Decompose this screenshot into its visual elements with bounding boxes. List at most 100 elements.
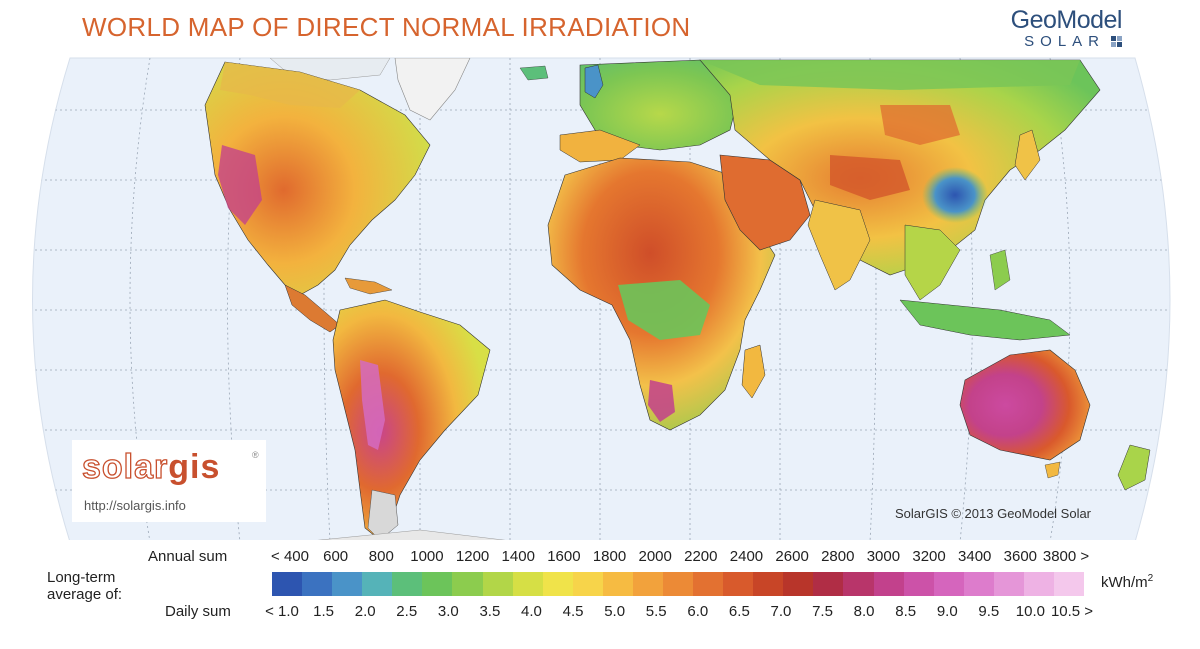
madagascar	[741, 344, 766, 399]
tick-label: 8.5	[895, 603, 917, 620]
australia	[959, 349, 1091, 461]
scale-swatch	[362, 572, 393, 596]
tick-label: 9.5	[978, 603, 1000, 620]
tick-label: 5.5	[645, 603, 667, 620]
scale-swatch	[602, 572, 633, 596]
brand-sub-text: SOLAR	[1024, 33, 1105, 50]
copyright-text: SolarGIS © 2013 GeoModel Solar	[895, 506, 1092, 521]
unit-label: kWh/m2	[1101, 573, 1153, 591]
unit-text: kWh/m	[1101, 574, 1148, 591]
tick-label: 2.0	[354, 603, 376, 620]
andes-hotspot	[360, 360, 385, 450]
british-isles	[584, 64, 604, 99]
southeast-asia	[904, 224, 961, 301]
tick-label: 3200	[912, 548, 946, 565]
scale-swatch	[272, 572, 303, 596]
antarctica-fragment	[299, 529, 521, 542]
world-map	[0, 50, 1200, 545]
iceland	[519, 65, 549, 81]
solargis-logo: solargis	[81, 447, 221, 487]
tick-label: 9.0	[936, 603, 958, 620]
north-america	[204, 61, 431, 296]
scale-swatch	[963, 572, 994, 596]
caribbean	[344, 277, 393, 295]
scale-swatch	[572, 572, 603, 596]
china-low-region	[922, 167, 988, 223]
siberia-north	[700, 60, 1080, 90]
tick-label: 800	[368, 548, 394, 565]
tick-label: 3000	[866, 548, 901, 565]
daily-sum-label: Daily sum	[165, 603, 231, 620]
tick-label: 1200	[455, 548, 490, 565]
greenland	[394, 58, 471, 121]
scale-swatch	[542, 572, 573, 596]
scale-swatch	[512, 572, 543, 596]
solargis-url[interactable]: http://solargis.info	[84, 498, 186, 513]
world-map-canvas	[32, 57, 1171, 543]
tick-label: 1400	[501, 548, 535, 565]
tick-label: 2800	[821, 548, 855, 565]
indonesia	[899, 299, 1071, 341]
scale-swatch	[753, 572, 784, 596]
tick-label: 1600	[547, 548, 581, 565]
tick-label: 10.0	[1015, 603, 1046, 620]
tick-label: 1800	[592, 548, 627, 565]
new-zealand	[1117, 444, 1151, 491]
tick-label: < 400	[271, 548, 309, 565]
tick-label: 2200	[684, 548, 718, 565]
tasmania	[1044, 461, 1061, 479]
tick-label: 5.0	[604, 603, 626, 620]
scale-swatch	[302, 572, 333, 596]
tick-label: 3.0	[437, 603, 459, 620]
scale-swatch	[933, 572, 964, 596]
tick-label: 2.5	[396, 603, 418, 620]
tick-label: 10.5 >	[1050, 603, 1094, 620]
scale-swatch	[903, 572, 934, 596]
central-africa-green	[618, 280, 710, 340]
scale-swatch	[723, 572, 754, 596]
tibet-hotspot	[830, 155, 910, 200]
tick-label: 6.0	[687, 603, 709, 620]
scale-swatch	[783, 572, 814, 596]
brand-name: GeoModel	[1010, 6, 1123, 34]
scale-swatch	[873, 572, 904, 596]
brand-sub: SOLAR	[1011, 33, 1122, 50]
solargis-logo-solar: solar	[81, 447, 169, 486]
tick-label: 600	[323, 548, 349, 565]
brand-squares-icon	[1111, 36, 1122, 47]
scale-swatch	[693, 572, 724, 596]
tick-label: 6.5	[728, 603, 750, 620]
scale-swatch	[332, 572, 363, 596]
north-america-hotspot	[218, 145, 262, 225]
scale-swatch	[452, 572, 483, 596]
tick-label: 8.0	[853, 603, 875, 620]
annual-sum-label: Annual sum	[148, 548, 228, 565]
tick-label: 2400	[729, 548, 764, 565]
central-america	[284, 284, 341, 333]
legend: Annual sum Daily sum Long-term average o…	[0, 540, 1200, 649]
namibia-hotspot	[648, 380, 675, 422]
tick-label: 1000	[410, 548, 444, 565]
tick-label: 3600	[1003, 548, 1038, 565]
geomodel-brand: GeoModel SOLAR	[1010, 6, 1123, 50]
tick-label: 4.5	[562, 603, 584, 620]
scale-swatch	[392, 572, 423, 596]
tick-label: 4.0	[521, 603, 542, 620]
registered-mark: ®	[252, 450, 259, 460]
tick-label: 3400	[958, 548, 992, 565]
scale-swatch	[663, 572, 694, 596]
scale-swatch	[993, 572, 1024, 596]
tick-label: 1.5	[313, 603, 335, 620]
annual-ticks: < 400 600 800 1000 1200 1400 1600 1800 2000 2200 2…	[0, 548, 1200, 568]
tick-label: 3800 >	[1042, 548, 1090, 565]
solargis-logo-gis: gis	[168, 448, 221, 486]
scale-swatch	[813, 572, 844, 596]
mongolia-hotspot	[880, 105, 960, 145]
tick-label: 3.5	[479, 603, 501, 620]
tick-label: 7.5	[812, 603, 833, 620]
tick-label: < 1.0	[265, 603, 299, 620]
japan	[1014, 129, 1041, 181]
long-term-label: Long-term average of:	[47, 569, 123, 603]
scale-swatch	[632, 572, 664, 596]
